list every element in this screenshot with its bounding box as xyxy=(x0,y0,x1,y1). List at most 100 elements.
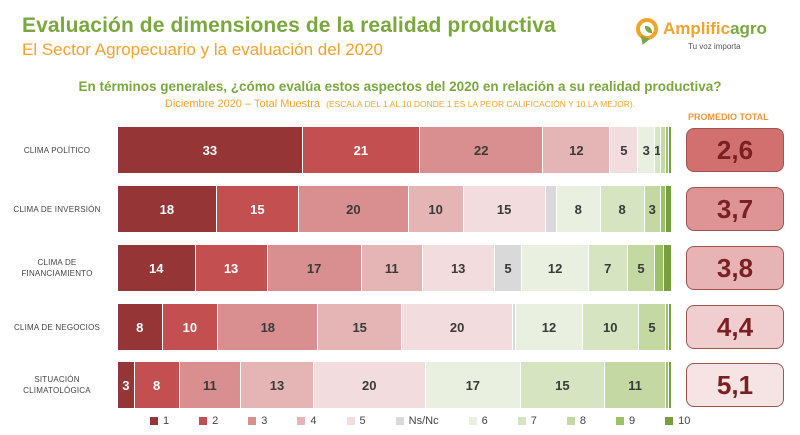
bar-segment: 15 xyxy=(318,304,402,350)
bar-segment: 1 xyxy=(655,127,661,173)
row-label-line: SITUACIÓN xyxy=(34,375,80,384)
legend-label: 8 xyxy=(579,415,586,427)
bar-segment: 15 xyxy=(216,186,299,232)
bar-segment: 18 xyxy=(118,186,217,232)
data-label: 18 xyxy=(159,201,175,217)
bar-segment: 11 xyxy=(179,362,242,408)
data-label: 5 xyxy=(620,142,628,158)
legend-label: 3 xyxy=(261,415,268,427)
bar-segment: 33 xyxy=(118,127,303,173)
bar-segment: 20 xyxy=(401,304,514,350)
data-label: 20 xyxy=(346,201,361,217)
legend-swatch-icon xyxy=(346,417,355,425)
average-badge: 2,6 xyxy=(686,128,784,172)
bar-segment: 5 xyxy=(638,304,667,350)
bar-segment: 13 xyxy=(422,245,495,291)
bar-segment xyxy=(669,304,672,350)
bar-segment: 5 xyxy=(610,127,639,173)
bar-segment: 21 xyxy=(302,127,421,173)
bar-segment xyxy=(660,127,667,173)
average-badge: 3,7 xyxy=(686,187,784,231)
data-label: 7 xyxy=(604,260,612,276)
legend-item: 10 xyxy=(665,415,690,427)
bar-segment: 7 xyxy=(588,245,628,291)
bar-segment: 14 xyxy=(118,245,196,291)
data-label: 3 xyxy=(642,142,650,158)
data-label: 5 xyxy=(648,319,656,335)
data-label: 10 xyxy=(182,319,198,335)
legend-item: 6 xyxy=(468,415,488,427)
data-label: 8 xyxy=(136,319,144,335)
data-label: 3 xyxy=(122,377,130,393)
bar-segment xyxy=(660,186,667,232)
data-label: 12 xyxy=(569,142,584,158)
row-label-line: FINANCIAMIENTO xyxy=(21,269,93,278)
data-label: 11 xyxy=(384,260,399,276)
brand-logo: Amplificagro Tu voz importa xyxy=(636,16,786,56)
legend-item: 1 xyxy=(150,415,169,427)
data-label: 17 xyxy=(306,260,322,276)
data-label: 1 xyxy=(655,143,660,158)
bar-segment: 5 xyxy=(494,245,523,291)
legend-swatch-icon xyxy=(566,417,575,425)
data-label: 5 xyxy=(637,260,645,276)
bar-segment xyxy=(513,304,517,350)
average-badge: 4,4 xyxy=(686,305,784,349)
data-label: 10 xyxy=(602,319,618,335)
data-label: 18 xyxy=(260,319,276,335)
bar-segment xyxy=(666,362,670,408)
legend-item: 2 xyxy=(199,415,218,427)
data-label: 33 xyxy=(202,142,218,158)
legend-swatch-icon xyxy=(517,417,526,425)
data-label: 20 xyxy=(449,319,465,335)
data-label: 15 xyxy=(555,377,570,393)
average-header: PROMEDIO TOTAL xyxy=(688,112,769,122)
row-label: CLIMA DE NEGOCIOS xyxy=(0,322,114,333)
bar-segment: 20 xyxy=(298,186,409,232)
legend-label: 9 xyxy=(628,415,636,427)
brand-name-part1: Amplific xyxy=(663,19,731,38)
bar-segment xyxy=(669,127,672,173)
bar-segment xyxy=(545,186,557,232)
page-subtitle: El Sector Agropecuario y la evaluación d… xyxy=(22,40,384,59)
legend-item: Ns/Nc xyxy=(395,415,439,427)
data-label: 13 xyxy=(450,260,466,276)
bar-segment: 3 xyxy=(118,362,135,408)
data-label: 8 xyxy=(618,201,626,217)
legend-swatch-icon xyxy=(199,417,208,425)
legend-label: Ns/Nc xyxy=(408,415,439,427)
data-label: 3 xyxy=(648,201,656,217)
bar-segment xyxy=(666,304,670,350)
bar-segment: 15 xyxy=(520,362,605,408)
row-label-line: CLIMA DE NEGOCIOS xyxy=(13,322,101,332)
average-badge: 3,8 xyxy=(686,246,784,290)
legend-label: 6 xyxy=(481,415,488,427)
legend-swatch-icon xyxy=(665,417,674,425)
stacked-bar: 18 15 20 10 15 8 8 3 xyxy=(118,186,672,232)
data-label: 12 xyxy=(541,319,557,335)
legend-item: 5 xyxy=(346,415,366,427)
sample-label: Diciembre 2020 – Total Muestra xyxy=(164,98,320,110)
bar-segment: 8 xyxy=(134,362,180,408)
stacked-bar: 33 21 22 12 531 xyxy=(118,127,672,173)
bar-segment: 5 xyxy=(627,245,656,291)
row-label-line: CLIMATOLÓGICA xyxy=(23,386,91,395)
legend-label: 2 xyxy=(212,415,219,427)
data-label: 15 xyxy=(250,201,265,217)
legend-swatch-icon xyxy=(395,417,404,425)
legend-swatch-icon xyxy=(248,417,257,425)
stacked-bar: 3 8 11 13 20 17 15 11 xyxy=(118,362,672,408)
bar-segment: 13 xyxy=(195,245,268,291)
bar-segment: 12 xyxy=(543,127,611,173)
survey-question: En términos generales, ¿cómo evalúa esto… xyxy=(78,79,722,94)
row-label-line: CLIMA POLÍTICO xyxy=(23,145,91,155)
chart-legend: 1 2 3 4 5 Ns/Nc 6 7 8 9 10 xyxy=(150,415,720,427)
data-label: 21 xyxy=(353,142,369,158)
row-label-line: CLIMA DE xyxy=(37,258,77,267)
data-label: 12 xyxy=(547,260,563,276)
bar-segment: 17 xyxy=(425,362,521,408)
brand-tagline: Tu voz importa xyxy=(688,42,741,51)
legend-label: 1 xyxy=(163,415,170,427)
legend-label: 7 xyxy=(530,415,537,427)
data-label: 15 xyxy=(496,201,512,217)
